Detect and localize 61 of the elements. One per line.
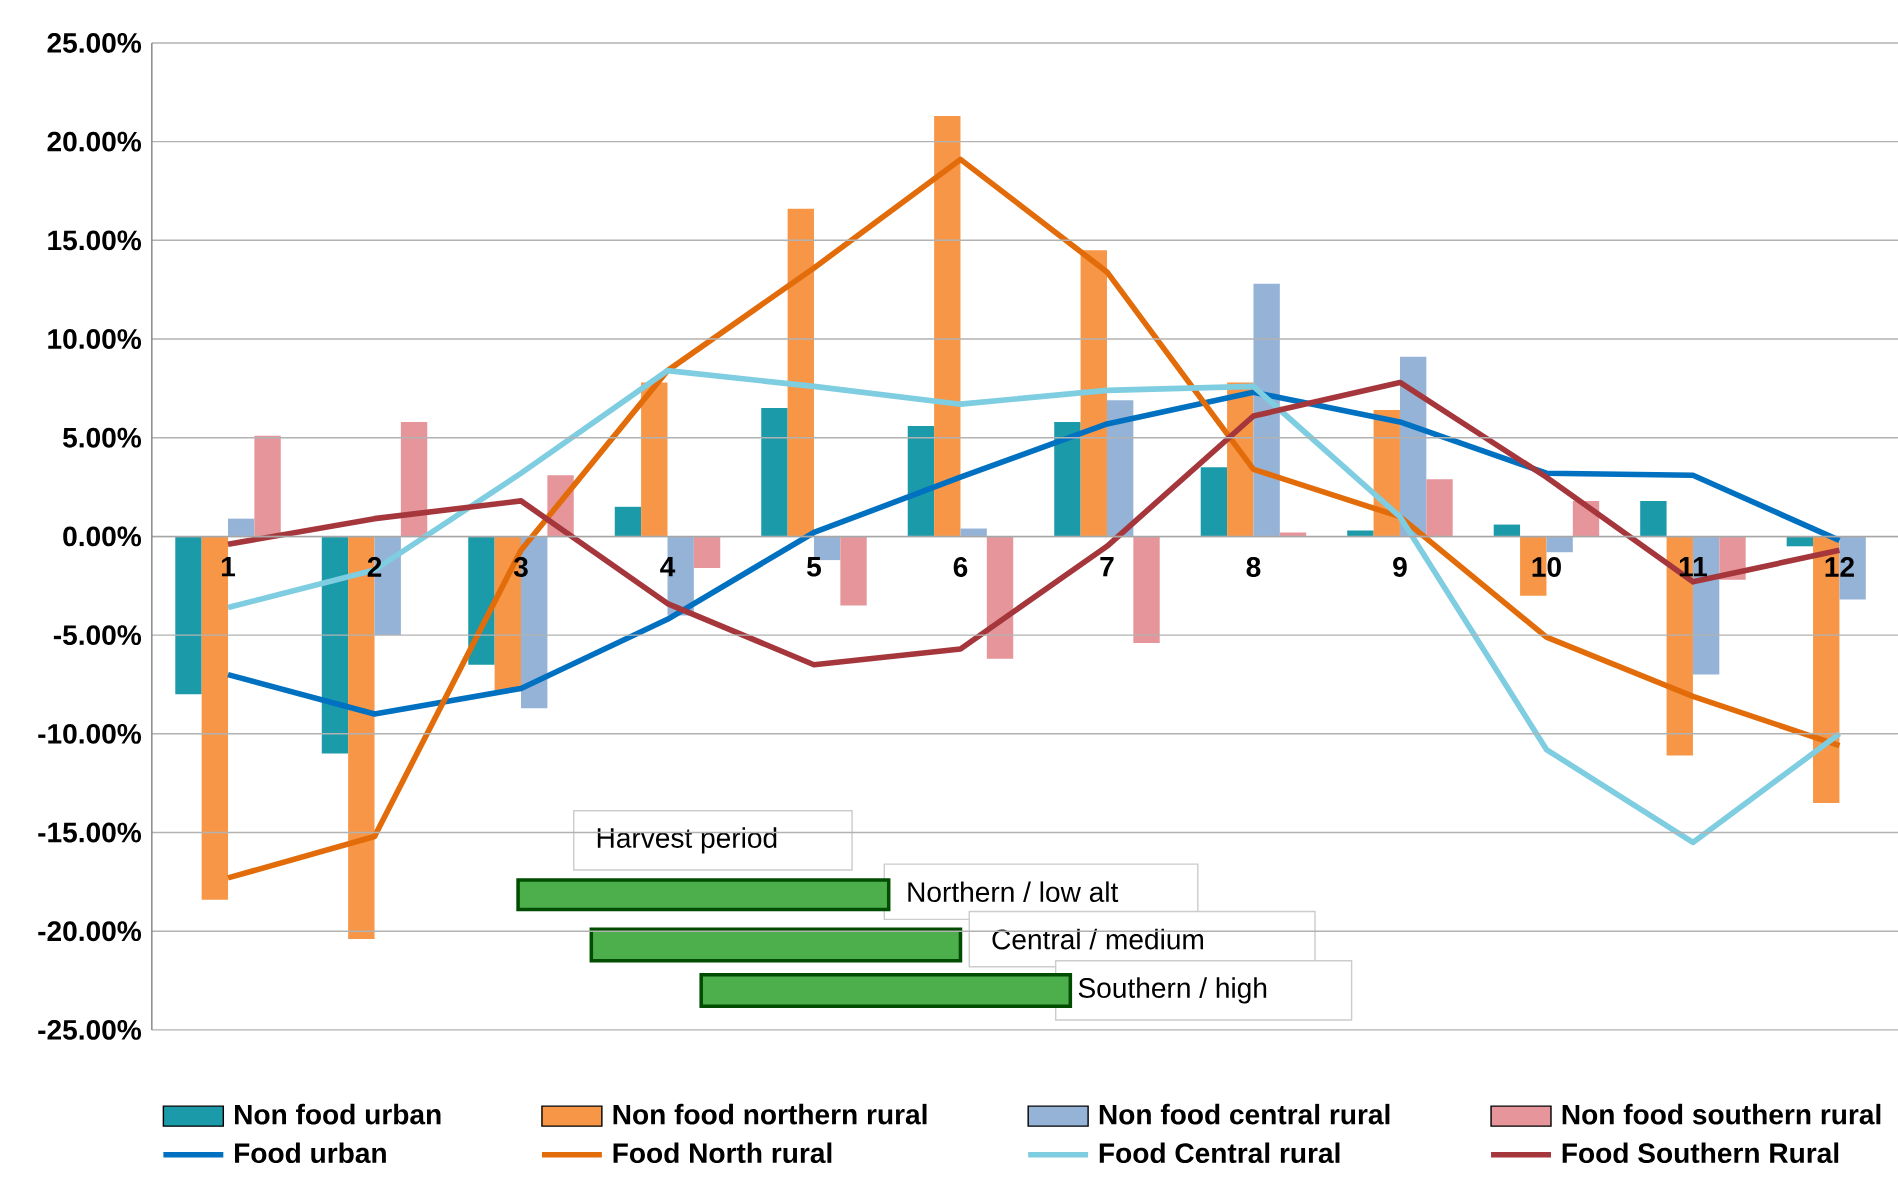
bar [1106, 400, 1134, 537]
bar [986, 536, 1014, 659]
annotation: Central / medium [992, 928, 1203, 950]
legend-label: Food Southern Rural [1562, 1142, 1839, 1164]
annotation: Northern / low alt [908, 881, 1119, 903]
bar [1279, 532, 1307, 537]
y-tick-label: 10.00% [48, 329, 142, 350]
bar [400, 422, 428, 537]
bar [1493, 524, 1521, 537]
bar [934, 116, 961, 537]
bar [614, 506, 642, 537]
bar [1200, 467, 1228, 537]
y-tick-label: -5.00% [53, 625, 142, 646]
bar [641, 382, 668, 537]
annotation: Southern / high [1078, 977, 1267, 1004]
bar [907, 426, 935, 537]
bar [1133, 536, 1160, 644]
bar [761, 408, 788, 537]
bar [1426, 479, 1453, 537]
x-tick-label: 5 [807, 557, 821, 577]
y-tick-label: 25.00% [47, 33, 142, 54]
x-tick-label: 7 [1100, 557, 1114, 577]
bar [175, 536, 202, 695]
bar [960, 528, 987, 537]
x-tick-label: 9 [1393, 557, 1407, 578]
bar [228, 518, 255, 537]
bar [1546, 536, 1573, 553]
y-tick-label: -10.00% [38, 724, 142, 744]
y-tick-label: -20.00% [38, 921, 142, 942]
bar [1054, 422, 1081, 537]
legend-label: Non food central rural [1099, 1103, 1390, 1125]
bar [1640, 501, 1667, 537]
x-tick-label: 3 [513, 557, 528, 578]
x-tick-label: 6 [953, 557, 968, 578]
bar [840, 536, 867, 606]
legend-label: Non food southern rural [1562, 1103, 1881, 1125]
x-tick-label: 4 [660, 557, 676, 577]
bar [468, 536, 495, 665]
x-tick-label: 10 [1532, 557, 1561, 578]
y-tick-label: 15.00% [48, 230, 142, 251]
legend-label: Non food northern rural [613, 1103, 927, 1125]
x-tick-label: 8 [1246, 557, 1261, 578]
x-tick-label: 2 [367, 557, 382, 577]
bar [693, 536, 721, 569]
bar [1786, 536, 1814, 547]
y-tick-label: -25.00% [38, 1020, 142, 1040]
bar [254, 435, 281, 537]
y-tick-label: 20.00% [47, 131, 142, 152]
legend-label: Non food urban [235, 1103, 441, 1125]
legend-label: Food North rural [613, 1142, 832, 1164]
y-tick-label: 0.00% [63, 526, 142, 547]
bar [1253, 283, 1280, 537]
legend-label: Food Central rural [1099, 1142, 1340, 1164]
y-tick-label: -15.00% [38, 822, 142, 843]
bar [321, 536, 349, 754]
bar [787, 208, 814, 537]
y-tick-label: 5.00% [63, 427, 142, 448]
bar [1347, 530, 1374, 537]
bar [1080, 250, 1107, 537]
legend-label: Food urban [235, 1142, 386, 1164]
annotation: Harvest period [597, 827, 777, 854]
